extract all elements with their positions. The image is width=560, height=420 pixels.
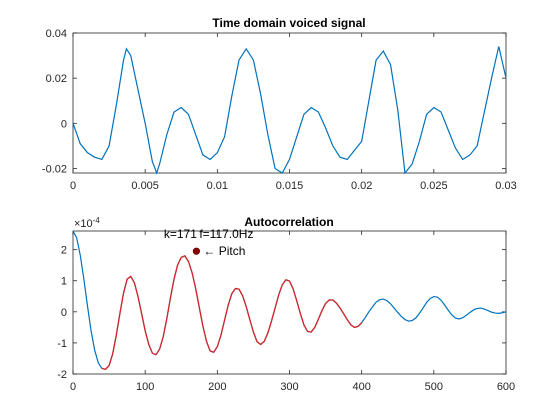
f-annotation: f=117.0Hz: [199, 227, 253, 241]
y-tick-label: 2: [61, 245, 67, 257]
x-tick-label: 600: [497, 381, 515, 393]
y-tick-label: -0.02: [42, 163, 67, 175]
y-tick-label: 0: [61, 307, 67, 319]
x-tick-label: 500: [425, 381, 443, 393]
autocorrelation-line: [72, 230, 507, 371]
autocorrelation-ticks: 0 100 200 300 400 500 600 -2 -1 0 1 2: [57, 231, 515, 393]
y-multiplier-label: ×10-4: [74, 216, 100, 230]
autocorrelation-axes: Autocorrelation 0 100 200 300 400 500 600-2-10…: [57, 215, 515, 393]
x-tick-label: 0: [70, 381, 76, 393]
time-domain-axes: Time domain voiced signal 0 0.005 0.01 0.01…: [42, 16, 517, 192]
x-tick-label: 400: [352, 381, 370, 393]
x-tick-label: 0.03: [495, 180, 516, 192]
time-domain-ticks: 0 0.005 0.01 0.015 0.02 0.025 0.03-0.0200.020.…: [42, 28, 517, 192]
y-tick-label: 1: [61, 276, 67, 288]
k-annotation: k=171: [164, 227, 197, 241]
y-tick-label: 0.02: [46, 73, 67, 85]
autocorrelation-axes-box: [72, 230, 507, 375]
x-tick-label: 300: [280, 381, 298, 393]
voiced-signal-line: [72, 46, 507, 175]
x-tick-label: 0.01: [207, 180, 228, 192]
x-tick-label: 200: [208, 381, 226, 393]
x-tick-label: 100: [136, 381, 154, 393]
pitch-marker: [192, 247, 201, 255]
x-tick-label: 0.015: [276, 180, 304, 192]
x-tick-label: 0.02: [351, 180, 372, 192]
y-tick-label: -1: [57, 338, 67, 350]
x-tick-label: 0.005: [131, 180, 159, 192]
x-tick-label: 0: [70, 180, 76, 192]
autocorrelation-title: Autocorrelation: [244, 215, 333, 229]
time-domain-title: Time domain voiced signal: [212, 16, 365, 30]
time-domain-axes-box: [72, 32, 507, 174]
pitch-annotation: ← Pitch: [203, 244, 245, 258]
autocorrelation-search-range-line: [101, 255, 363, 371]
y-tick-label: -2: [57, 369, 67, 381]
y-tick-label: 0.04: [46, 28, 67, 40]
y-tick-label: 0: [61, 118, 67, 130]
x-tick-label: 0.025: [420, 180, 448, 192]
